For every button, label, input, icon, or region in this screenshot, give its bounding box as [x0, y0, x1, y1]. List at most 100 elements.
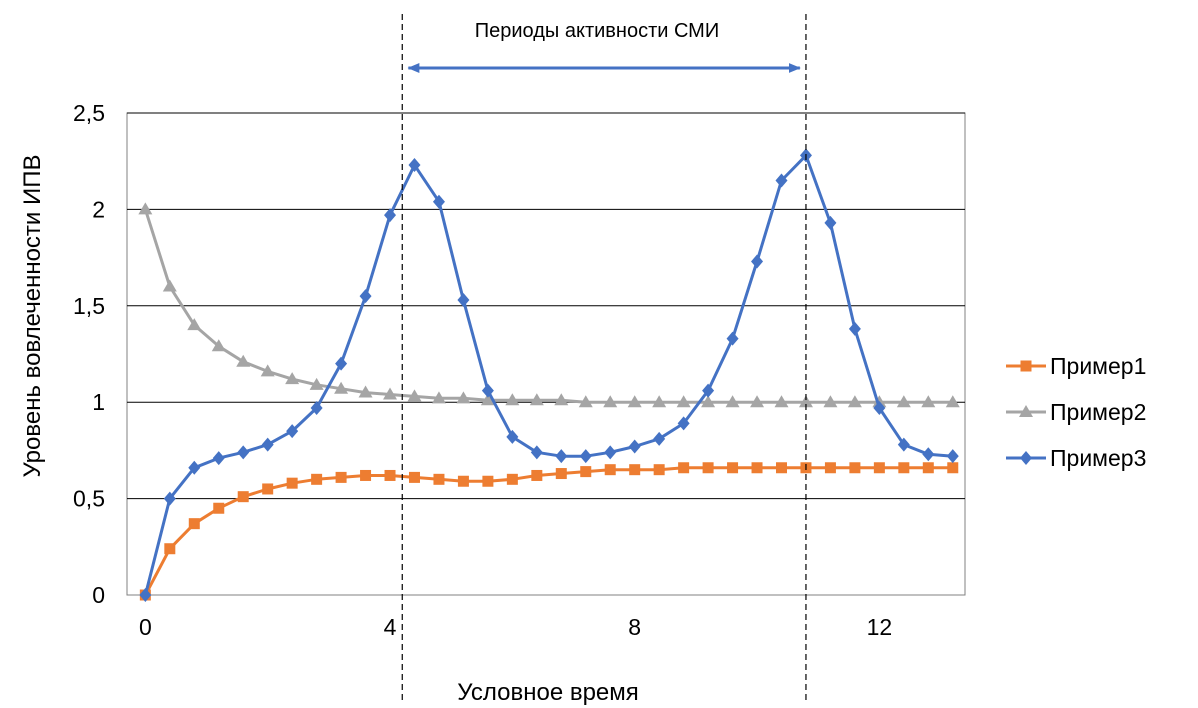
x-tick-label: 8 [628, 614, 641, 640]
legend: Пример1 Пример2 Пример3 [1006, 353, 1146, 471]
data-point [678, 462, 690, 474]
data-point [627, 395, 642, 408]
data-point [384, 469, 396, 481]
data-point [480, 393, 495, 406]
series-2 [138, 202, 960, 408]
legend-label: Пример2 [1050, 399, 1146, 425]
data-point [702, 462, 714, 474]
legend-label: Пример3 [1050, 445, 1146, 471]
data-point [310, 400, 323, 415]
y-axis-title: Уровень вовлеченности ИПВ [19, 155, 46, 478]
y-tick-label: 1 [92, 389, 105, 415]
data-point [432, 194, 445, 209]
data-point [163, 491, 176, 506]
x-axis-title: Условное время [457, 679, 639, 706]
data-point [408, 471, 420, 483]
data-point [554, 393, 569, 406]
data-point [162, 279, 177, 292]
data-point [431, 391, 446, 404]
series-3 [139, 148, 959, 602]
data-point [798, 395, 813, 408]
data-point [751, 462, 763, 474]
data-point [530, 445, 543, 460]
data-point [383, 387, 398, 400]
data-point [897, 437, 910, 452]
data-point [384, 208, 397, 223]
data-point [750, 395, 765, 408]
data-point [922, 462, 934, 474]
data-point [555, 449, 568, 464]
data-point [334, 381, 349, 394]
data-point [456, 391, 471, 404]
y-axis: 0 0,5 1 1,5 2 2,5 [73, 100, 105, 608]
data-point [506, 429, 519, 444]
data-point [262, 483, 274, 495]
data-point [898, 462, 910, 474]
data-point [603, 395, 618, 408]
data-point [848, 321, 861, 336]
data-point [213, 502, 225, 514]
data-point [921, 395, 936, 408]
data-point [775, 173, 788, 188]
x-tick-label: 12 [867, 614, 893, 640]
data-point [604, 445, 617, 460]
data-point [849, 462, 861, 474]
data-point [505, 393, 520, 406]
data-point [358, 385, 373, 398]
data-point [677, 416, 690, 431]
data-point [237, 491, 249, 503]
legend-marker [1020, 360, 1032, 372]
data-point [947, 462, 959, 474]
data-point [628, 439, 641, 454]
data-point [873, 400, 886, 415]
x-tick-label: 0 [139, 614, 152, 640]
legend-item: Пример3 [1006, 445, 1146, 471]
data-point [236, 354, 251, 367]
data-point [188, 518, 200, 530]
data-point [164, 543, 176, 555]
data-point [261, 437, 274, 452]
data-point [873, 462, 885, 474]
data-point [824, 462, 836, 474]
data-point [945, 395, 960, 408]
data-point [579, 449, 592, 464]
data-point [702, 383, 715, 398]
data-point [824, 215, 837, 230]
data-point [407, 389, 422, 402]
data-point [138, 202, 153, 215]
data-point [212, 451, 225, 466]
data-point [604, 464, 616, 476]
data-point [309, 377, 324, 390]
data-point [529, 393, 544, 406]
data-point [653, 431, 666, 446]
data-point [457, 293, 470, 308]
data-point [311, 473, 323, 485]
plot-area [126, 112, 966, 596]
legend-marker [1019, 405, 1033, 417]
data-point [506, 473, 518, 485]
data-point [823, 395, 838, 408]
data-point [751, 254, 764, 269]
data-point [580, 466, 592, 478]
data-point [482, 475, 494, 487]
data-point [260, 364, 275, 377]
data-point [847, 395, 862, 408]
annotation-label: Периоды активности СМИ [475, 20, 719, 42]
data-point [433, 473, 445, 485]
data-point [555, 468, 567, 480]
data-point [188, 460, 201, 475]
y-tick-label: 2 [92, 196, 105, 222]
plot-border [126, 112, 966, 596]
data-point [653, 464, 665, 476]
data-point [578, 395, 593, 408]
legend-marker [1020, 451, 1032, 465]
data-point [139, 588, 152, 602]
data-point [187, 318, 202, 331]
data-point [676, 395, 691, 408]
data-point [629, 464, 641, 476]
data-point [775, 462, 787, 474]
data-point [286, 477, 298, 489]
data-point [211, 339, 226, 352]
data-point [285, 372, 300, 385]
data-point [359, 289, 372, 304]
